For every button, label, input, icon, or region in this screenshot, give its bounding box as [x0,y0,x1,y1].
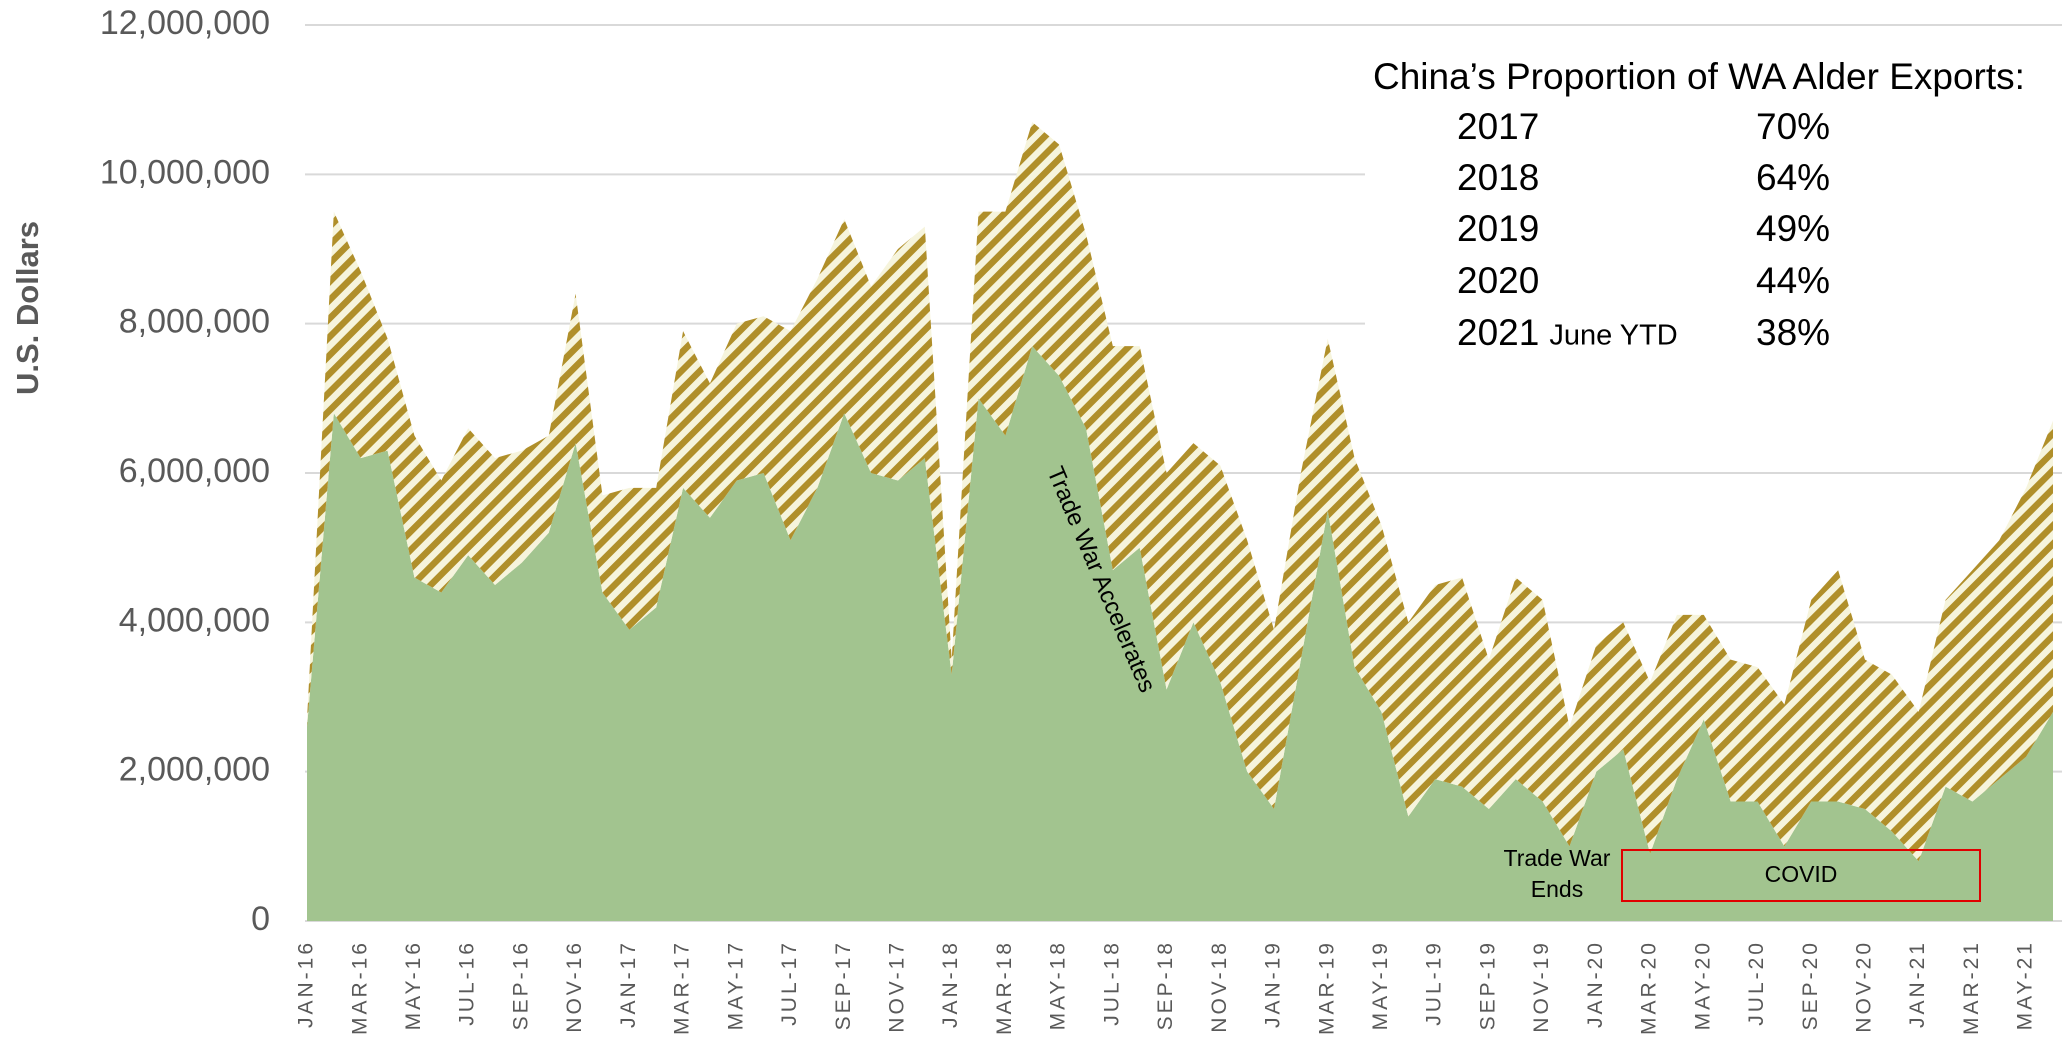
x-tick-label: JUL-19 [1423,940,1446,1026]
area [307,346,2053,922]
box-share: 49% [1756,208,1830,249]
box-year: 2020 [1457,260,1539,301]
x-tick-label: MAY-18 [1047,940,1070,1030]
covid-box [1621,849,1981,902]
x-tick-label: MAY-20 [1691,940,1714,1030]
x-tick-label: JAN-18 [939,940,962,1028]
x-tick-label: JAN-16 [295,940,318,1028]
x-tick-label: MAY-17 [724,940,747,1030]
box-year: 2019 [1457,208,1539,249]
y-axis-title: U.S. Dollars [10,221,45,395]
box-year: 2018 [1457,157,1539,198]
x-tick-label: JUL-17 [778,940,801,1026]
y-tick-label: 12,000,000 [100,4,270,42]
x-tick-label: JUL-20 [1745,940,1768,1026]
box-share: 64% [1756,157,1830,198]
x-tick-label: NOV-18 [1208,940,1231,1033]
x-tick-label: MAY-21 [2014,940,2037,1030]
x-tick-label: MAY-16 [402,940,425,1030]
x-tick-label: MAR-19 [1315,940,1338,1035]
x-tick-label: JAN-17 [617,940,640,1028]
x-tick-label: JAN-21 [1906,940,1929,1028]
y-tick-label: 4,000,000 [119,601,270,639]
x-tick-label: SEP-18 [1154,940,1177,1030]
x-tick-label: MAR-16 [348,940,371,1035]
y-tick-label: 6,000,000 [119,452,270,490]
y-tick-label: 10,000,000 [100,153,270,191]
area [307,122,2053,862]
box-year: 2021 [1457,312,1539,353]
x-tick-label: SEP-16 [509,940,532,1030]
x-tick-label: SEP-17 [832,940,855,1030]
proportion-box [1365,50,2066,360]
box-share: 44% [1756,260,1830,301]
x-tick-label: JUL-16 [456,940,479,1026]
x-tick-label: MAR-20 [1638,940,1661,1035]
y-tick-label: 2,000,000 [119,751,270,789]
x-tick-label: MAY-19 [1369,940,1392,1030]
box-note: June YTD [1549,320,1677,352]
x-tick-label: JAN-19 [1262,940,1285,1028]
x-tick-label: SEP-20 [1799,940,1822,1030]
x-tick-label: MAR-21 [1960,940,1983,1035]
trade-war-ends: Ends [1531,876,1583,902]
box-share: 70% [1756,106,1830,147]
box-year: 2017 [1457,106,1539,147]
box-share: 38% [1756,312,1830,353]
y-tick-label: 8,000,000 [119,303,270,341]
x-tick-label: MAR-18 [993,940,1016,1035]
x-tick-label: NOV-16 [563,940,586,1033]
x-tick-label: NOV-19 [1530,940,1553,1033]
y-tick-label: 0 [251,900,270,938]
x-tick-label: JUL-18 [1100,940,1123,1026]
x-tick-label: JAN-20 [1584,940,1607,1028]
covid-label: COVID [1765,861,1838,887]
x-tick-label: NOV-17 [886,940,909,1033]
x-tick-label: SEP-19 [1476,940,1499,1030]
x-tick-label: NOV-20 [1853,940,1876,1033]
box-title: China’s Proportion of WA Alder Exports: [1373,56,2025,97]
trade-war-ends: Trade War [1504,845,1611,871]
x-tick-label: MAR-17 [671,940,694,1035]
